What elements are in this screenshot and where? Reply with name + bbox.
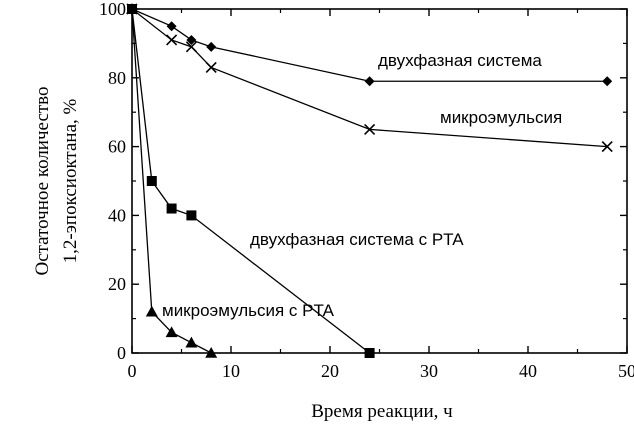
y-tick-label: 60 (108, 137, 126, 157)
x-tick-label: 30 (420, 361, 438, 381)
y-tick-label: 20 (108, 274, 126, 294)
y-axis-label-line-1: Остаточное количество (32, 86, 53, 275)
data-point-x-stroke (364, 123, 376, 135)
data-point-square (166, 203, 177, 214)
data-point-x-stroke (166, 34, 178, 46)
x-axis-label: Время реакции, ч (311, 401, 453, 422)
y-tick-label: 100 (99, 0, 126, 19)
x-tick-label: 0 (128, 361, 137, 381)
y-axis-label-group: Остаточное количество 1,2-эпоксиоктана, … (32, 86, 81, 275)
ticks: 0 10 20 30 40 50 0 20 40 60 80 100 (99, 0, 634, 381)
series-label: двухфазная система (378, 51, 542, 70)
series-label: микроэмульсия (440, 108, 562, 127)
data-point-x (166, 34, 178, 46)
data-point-x (185, 41, 197, 53)
series-labels: двухфазная система микроэмульсия двухфазна… (162, 51, 562, 320)
x-tick-label: 50 (618, 361, 634, 381)
y-axis-label-line-2: 1,2-эпоксиоктана, % (60, 99, 81, 264)
y-tick-label: 80 (108, 68, 126, 88)
y-tick-label: 40 (108, 205, 126, 225)
y-tick-label: 0 (117, 343, 126, 363)
series (126, 3, 613, 358)
series-line (131, 8, 608, 148)
series-x (126, 3, 613, 153)
data-point-square (186, 210, 197, 221)
data-point-x-stroke (601, 141, 613, 153)
series-line (131, 8, 608, 82)
data-point-triangle (126, 3, 138, 14)
data-point-x-stroke (185, 41, 197, 53)
data-point-diamond (166, 21, 177, 32)
data-point-square (146, 176, 157, 186)
data-point-diamond (206, 41, 217, 52)
series-label: микроэмульсия с PTA (162, 301, 335, 320)
data-point-x (364, 123, 376, 135)
series-triangle (126, 3, 218, 358)
data-point-triangle (185, 336, 198, 348)
x-tick-label: 10 (222, 361, 240, 381)
data-point-x (205, 61, 217, 74)
data-point-triangle (145, 305, 158, 317)
series-diamond (127, 4, 613, 87)
series-label: двухфазная система с PTA (250, 230, 464, 249)
data-point-square (364, 348, 375, 358)
x-tick-label: 40 (519, 361, 537, 381)
data-point-triangle (205, 347, 218, 358)
data-point-x-stroke (205, 61, 217, 74)
data-point-triangle (165, 326, 178, 338)
data-point-diamond (364, 76, 375, 87)
data-point-diamond (602, 76, 613, 87)
data-point-x (601, 141, 613, 153)
x-tick-label: 20 (321, 361, 339, 381)
data-point-diamond (186, 34, 197, 45)
